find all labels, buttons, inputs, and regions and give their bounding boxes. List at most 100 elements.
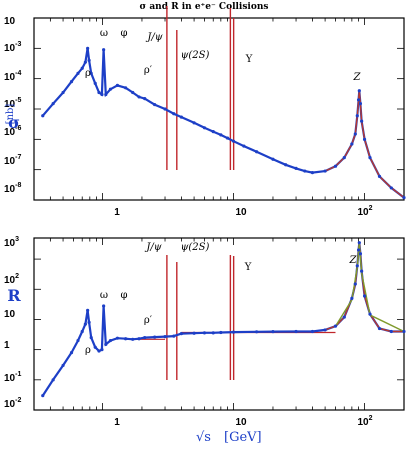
data-point bbox=[355, 264, 359, 268]
z-fit-curve-lower bbox=[334, 243, 405, 333]
data-point bbox=[61, 90, 65, 95]
data-point bbox=[377, 174, 382, 178]
data-point bbox=[76, 338, 80, 343]
data-point bbox=[202, 126, 207, 130]
resonance-annotation: φ bbox=[120, 28, 127, 39]
data-point bbox=[357, 89, 361, 93]
data-point bbox=[219, 330, 223, 335]
data-point bbox=[86, 308, 90, 312]
data-point bbox=[172, 334, 176, 338]
data-point bbox=[310, 329, 315, 334]
resonance-annotation: J/ψ bbox=[145, 32, 162, 43]
y-tick-label: 102 bbox=[4, 273, 19, 286]
data-point bbox=[153, 335, 157, 339]
y-tick-label: 10-2 bbox=[4, 397, 21, 410]
data-point bbox=[310, 171, 315, 175]
data-point bbox=[89, 336, 93, 340]
data-point bbox=[115, 336, 120, 340]
data-point bbox=[242, 144, 246, 148]
data-point bbox=[172, 112, 176, 116]
z-fit-curve bbox=[324, 90, 405, 199]
data-point bbox=[402, 195, 406, 200]
data-point bbox=[368, 155, 372, 160]
resonance-annotation: φ bbox=[120, 290, 127, 301]
data-point bbox=[123, 86, 128, 90]
data-point bbox=[104, 92, 108, 97]
data-point bbox=[323, 328, 327, 332]
x-tick-label: 1 bbox=[114, 207, 120, 218]
data-point bbox=[108, 87, 113, 91]
resonance-annotation: ρ′ bbox=[144, 65, 153, 76]
data-point bbox=[211, 129, 215, 134]
data-point bbox=[41, 394, 45, 398]
data-point bbox=[192, 331, 196, 335]
data-point bbox=[69, 350, 74, 355]
data-point bbox=[356, 98, 361, 102]
data-point bbox=[143, 97, 147, 101]
data-point bbox=[93, 345, 97, 349]
data-point bbox=[97, 349, 101, 353]
plot-frame bbox=[33, 17, 405, 201]
figure-title: σ and R in e⁺e⁻ Collisions bbox=[140, 2, 269, 12]
data-point bbox=[83, 322, 87, 326]
resonance-annotation: ψ(2S) bbox=[181, 50, 210, 61]
data-point bbox=[284, 163, 288, 167]
data-point bbox=[89, 71, 93, 75]
data-point bbox=[333, 164, 338, 168]
resonance-annotation: ρ bbox=[85, 68, 91, 79]
data-point bbox=[97, 90, 101, 95]
data-point bbox=[377, 326, 382, 331]
data-point bbox=[357, 241, 361, 245]
data-point bbox=[108, 338, 113, 343]
y-tick-label: 103 bbox=[4, 236, 19, 249]
data-point bbox=[80, 66, 84, 70]
data-point bbox=[323, 169, 327, 173]
data-point bbox=[360, 269, 364, 273]
data-point bbox=[231, 330, 236, 334]
resonance-annotation: Z bbox=[353, 72, 362, 83]
data-point bbox=[358, 252, 363, 256]
data-point bbox=[100, 348, 104, 352]
y-axis-label: R bbox=[7, 286, 21, 305]
data-point bbox=[255, 330, 259, 334]
data-point bbox=[102, 304, 106, 308]
y-tick-label: 10 bbox=[4, 16, 16, 27]
data-point bbox=[368, 312, 372, 316]
data-point bbox=[358, 102, 363, 106]
data-point bbox=[51, 102, 55, 106]
x-tick-label: 10 bbox=[235, 417, 247, 428]
data-point bbox=[179, 115, 183, 119]
resonance-annotation: J/ψ bbox=[144, 242, 161, 253]
resonance-annotation: ψ(2S) bbox=[181, 242, 210, 253]
data-point bbox=[211, 331, 215, 335]
data-point bbox=[353, 282, 357, 286]
data-point bbox=[294, 329, 298, 334]
data-point bbox=[61, 363, 65, 368]
data-point bbox=[192, 121, 196, 125]
data-point bbox=[271, 157, 275, 161]
data-point bbox=[342, 315, 346, 319]
data-point bbox=[104, 342, 108, 346]
data-point bbox=[255, 150, 259, 154]
y-axis-unit: [nb] bbox=[5, 104, 16, 125]
y-tick-label: 10-6 bbox=[4, 125, 21, 138]
data-point bbox=[355, 114, 359, 118]
data-point bbox=[80, 329, 84, 334]
data-point bbox=[69, 80, 74, 84]
data-point bbox=[83, 60, 87, 64]
data-point bbox=[362, 137, 367, 141]
y-axis-label: σ bbox=[8, 113, 20, 132]
y-tick-label: 10-5 bbox=[4, 97, 21, 110]
data-point bbox=[102, 48, 106, 52]
y-tick-label: 10-3 bbox=[4, 41, 21, 54]
data-point bbox=[350, 142, 354, 146]
y-tick-label: 10-7 bbox=[4, 154, 21, 167]
data-point bbox=[93, 81, 97, 85]
data-point bbox=[123, 337, 128, 341]
data-point bbox=[76, 71, 80, 75]
data-point bbox=[231, 139, 236, 143]
x-tick-label: 1 bbox=[114, 417, 120, 428]
resonance-annotation: ρ bbox=[85, 345, 91, 356]
x-tick-label: 102 bbox=[357, 205, 372, 218]
